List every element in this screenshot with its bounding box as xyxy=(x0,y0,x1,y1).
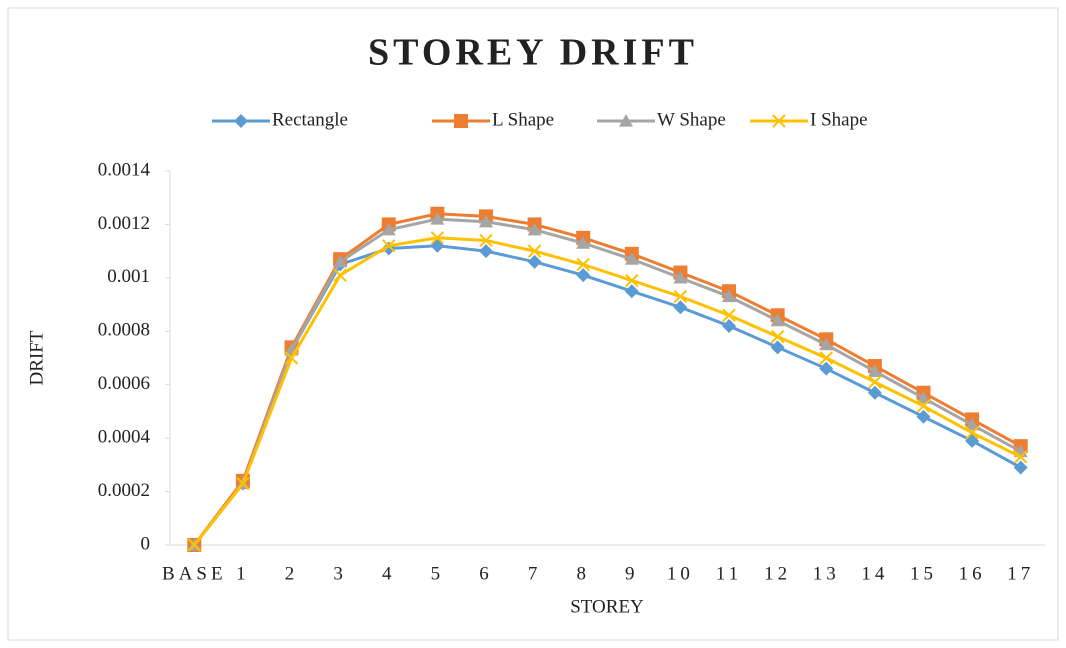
x-tick-label: 12 xyxy=(764,563,791,584)
legend-marker xyxy=(619,114,633,127)
data-point xyxy=(576,236,591,249)
data-point xyxy=(381,222,396,236)
data-point xyxy=(770,340,785,355)
data-point xyxy=(819,361,834,376)
data-point xyxy=(479,233,493,248)
data-point xyxy=(722,289,737,303)
data-point xyxy=(527,222,542,236)
data-point xyxy=(576,257,590,272)
x-tick-label: 16 xyxy=(959,563,986,584)
data-point xyxy=(333,254,348,268)
chart-title: STOREY DRIFT xyxy=(368,32,698,74)
data-point xyxy=(236,476,250,491)
x-tick-label: 7 xyxy=(528,563,542,584)
x-tick-label: 4 xyxy=(382,563,396,584)
data-point xyxy=(965,426,979,440)
x-tick-label: 6 xyxy=(479,563,493,584)
data-point xyxy=(868,375,882,389)
x-tick-label: 13 xyxy=(813,563,840,584)
y-tick-label: 0.0008 xyxy=(98,320,150,341)
data-point xyxy=(916,399,931,413)
x-axis-title: STOREY xyxy=(570,596,644,617)
data-point xyxy=(624,252,639,265)
x-tick-label: 11 xyxy=(716,563,742,584)
data-point xyxy=(673,270,688,284)
y-tick-label: 0.0012 xyxy=(98,213,150,234)
data-point xyxy=(965,417,980,431)
legend-marker xyxy=(454,114,468,128)
data-point xyxy=(576,268,591,283)
x-tick-label: 8 xyxy=(576,563,590,584)
series-line xyxy=(193,236,1022,546)
data-point xyxy=(916,391,931,404)
data-point xyxy=(478,214,493,228)
y-tick-label: 0.0002 xyxy=(98,480,150,501)
x-tick-label: 1 xyxy=(236,563,250,584)
x-tick-label: 14 xyxy=(861,563,888,584)
legend-label: I Shape xyxy=(810,109,868,130)
y-tick-label: 0.0014 xyxy=(98,159,151,180)
data-point xyxy=(1013,460,1028,475)
x-tick-label: 15 xyxy=(910,563,937,584)
data-point xyxy=(770,313,785,327)
data-point xyxy=(819,337,834,351)
y-tick-label: 0.0006 xyxy=(98,373,150,394)
data-point xyxy=(1013,450,1028,464)
legend-label: L Shape xyxy=(492,109,554,130)
x-tick-label: 17 xyxy=(1007,563,1034,584)
legend-label: W Shape xyxy=(657,109,726,130)
data-point xyxy=(673,289,688,304)
data-point xyxy=(430,212,445,225)
legend-label: Rectangle xyxy=(272,109,348,130)
data-point xyxy=(527,254,542,269)
data-point xyxy=(333,268,347,282)
data-point xyxy=(916,409,931,424)
data-point xyxy=(527,244,542,258)
y-axis-title: DRIFT xyxy=(26,330,47,385)
data-point xyxy=(867,364,882,377)
y-tick-label: 0.001 xyxy=(107,266,150,287)
data-point xyxy=(478,244,493,259)
x-tick-label: 2 xyxy=(285,563,299,584)
x-tick-label: BASE xyxy=(162,563,227,584)
chart-frame xyxy=(7,7,1059,641)
series-line xyxy=(193,217,1022,546)
data-point xyxy=(770,329,785,344)
data-point xyxy=(819,351,833,365)
data-point xyxy=(722,308,736,322)
data-point xyxy=(284,351,299,365)
data-point xyxy=(187,538,202,552)
x-tick-label: 10 xyxy=(667,563,694,584)
data-point xyxy=(382,239,396,253)
y-tick-label: 0.0004 xyxy=(98,427,151,448)
legend-marker xyxy=(772,114,786,128)
data-point xyxy=(722,318,737,333)
data-point xyxy=(430,231,445,245)
legend-marker xyxy=(234,114,248,128)
data-point xyxy=(673,300,688,315)
data-point xyxy=(624,284,639,299)
y-tick-label: 0 xyxy=(141,533,151,554)
x-tick-label: 9 xyxy=(625,563,639,584)
x-tick-label: 5 xyxy=(431,563,445,584)
data-point xyxy=(625,273,639,288)
x-tick-label: 3 xyxy=(333,563,347,584)
data-point xyxy=(867,385,882,400)
